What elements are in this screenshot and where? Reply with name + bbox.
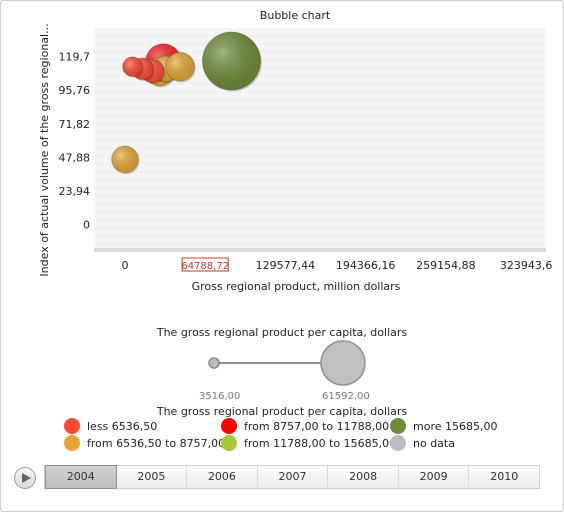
y-tick-label: 47,88	[59, 151, 91, 164]
x-tick-label: 323943,6	[500, 259, 553, 272]
y-tick-label: 95,76	[59, 84, 91, 97]
timeline-player: 2004 2005 2006 2007 2008 2009 2010	[14, 465, 544, 491]
bubble-highlight	[202, 32, 261, 91]
x-tick-label: 194366,16	[336, 259, 396, 272]
y-tick-label: 119,7	[59, 51, 91, 64]
size-legend-graphic	[208, 340, 366, 386]
size-legend-max-label: 61592,00	[322, 391, 370, 402]
legend-swatch	[221, 435, 237, 451]
play-button[interactable]	[14, 467, 36, 489]
y-axis: 0 23,94 47,88 71,82 95,76 119,7	[59, 51, 91, 232]
y-tick-label: 23,94	[59, 185, 91, 198]
legend-label: from 8757,00 to 11788,00	[244, 419, 390, 433]
timeline-slider[interactable]: 2004 2005 2006 2007 2008 2009 2010	[44, 465, 540, 489]
size-legend-min-bubble	[208, 357, 220, 369]
y-axis-title: Index of actual volume of the gross regi…	[38, 23, 51, 276]
legend-item-more-15685[interactable]: more 15685,00	[390, 418, 497, 434]
legend-label: more 15685,00	[413, 419, 498, 433]
play-icon	[22, 473, 31, 483]
bubble-chart: Bubble chart 023,9447,8871,8295,76119,7 …	[38, 9, 553, 293]
x-tick-highlight	[181, 257, 229, 272]
x-tick-label: 129577,44	[256, 259, 316, 272]
legend-swatch	[64, 418, 80, 434]
x-tick-label: 259154,88	[416, 259, 476, 272]
timeline-year-2005[interactable]: 2005	[117, 466, 188, 488]
timeline-year-2004[interactable]: 2004	[45, 465, 117, 489]
x-axis-title: Gross regional product, million dollars	[192, 280, 401, 293]
size-legend-max-bubble	[320, 340, 366, 386]
x-axis: 0 64788,72 129577,44 194366,16 259154,88 3239…	[121, 257, 553, 272]
color-legend-title: The gross regional product per capita, d…	[156, 405, 408, 418]
timeline-year-2006[interactable]: 2006	[187, 466, 258, 488]
size-legend-min-label: 3516,00	[199, 391, 241, 402]
timeline-year-2008[interactable]: 2008	[328, 466, 399, 488]
x-axis-bar	[94, 248, 546, 252]
legend-item-no-data[interactable]: no data	[390, 435, 455, 451]
size-legend-title: The gross regional product per capita, d…	[156, 326, 408, 339]
timeline-year-2009[interactable]: 2009	[399, 466, 470, 488]
legend-swatch	[390, 418, 406, 434]
timeline-year-2010[interactable]: 2010	[490, 470, 519, 483]
legend-label: from 6536,50 to 8757,00	[87, 436, 226, 450]
y-tick-label: 71,82	[59, 118, 91, 131]
chart-title: Bubble chart	[260, 9, 331, 22]
bubble-highlight	[111, 146, 139, 173]
timeline-year-2007[interactable]: 2007	[258, 466, 329, 488]
legend-item-8757-to-11788[interactable]: from 8757,00 to 11788,00	[221, 418, 389, 434]
legend-label: from 11788,00 to 15685,00	[244, 436, 397, 450]
legend-item-11788-to-15685[interactable]: from 11788,00 to 15685,00	[221, 435, 396, 451]
legend-swatch	[390, 435, 406, 451]
y-tick-label: 0	[83, 219, 90, 232]
legend-item-less-6536[interactable]: less 6536,50	[64, 418, 157, 434]
size-legend: The gross regional product per capita, d…	[0, 318, 564, 418]
x-tick-label: 0	[121, 259, 128, 272]
x-tick-label: 64788,72	[181, 261, 229, 272]
legend-swatch	[64, 435, 80, 451]
legend-swatch	[221, 418, 237, 434]
bubbles	[111, 31, 262, 175]
legend-label: less 6536,50	[87, 419, 158, 433]
legend-label: no data	[413, 436, 455, 450]
bubble-highlight	[165, 52, 195, 81]
legend-item-6536-to-8757[interactable]: from 6536,50 to 8757,00	[64, 435, 225, 451]
bubble-highlight	[122, 56, 143, 77]
